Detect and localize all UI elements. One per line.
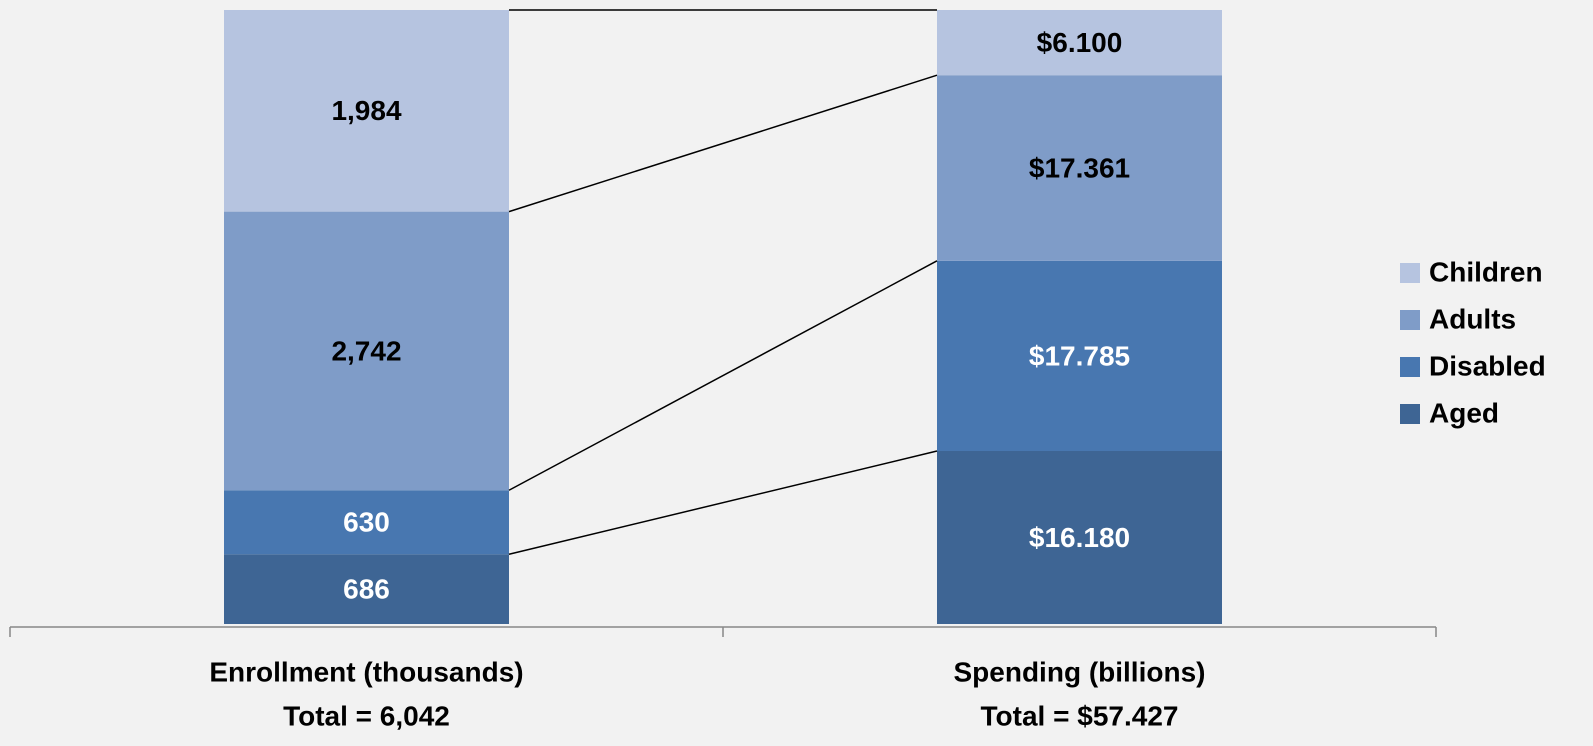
legend-label: Adults: [1429, 303, 1516, 334]
connector: [508, 74, 938, 213]
bar-segment: [937, 451, 1222, 624]
bar-segment: [224, 10, 509, 212]
bar-segment: [937, 10, 1222, 76]
data-label: $6.100: [1037, 27, 1123, 58]
connector: [508, 450, 938, 556]
x-tick-label: Enrollment (thousands): [209, 656, 523, 687]
bar-segment: [224, 490, 509, 555]
connector: [508, 260, 938, 491]
data-label: 1,984: [331, 95, 401, 126]
bar-segment: [224, 211, 509, 491]
bar-segment: [224, 554, 509, 624]
category-total: Total = 6,042: [283, 700, 450, 731]
data-label: $17.361: [1029, 152, 1130, 183]
data-label: $16.180: [1029, 522, 1130, 553]
data-label: 2,742: [331, 335, 401, 366]
data-label: $17.785: [1029, 340, 1130, 371]
data-label: 686: [343, 574, 390, 605]
legend-swatch: [1400, 310, 1420, 330]
legend-label: Aged: [1429, 397, 1499, 428]
bar-segment: [937, 260, 1222, 452]
legend-label: Children: [1429, 256, 1543, 287]
legend-label: Disabled: [1429, 350, 1546, 381]
legend-swatch: [1400, 404, 1420, 424]
category-total: Total = $57.427: [981, 700, 1179, 731]
data-label: 630: [343, 507, 390, 538]
bar-segment: [937, 75, 1222, 261]
x-tick-label: Spending (billions): [954, 656, 1206, 687]
legend-swatch: [1400, 357, 1420, 377]
legend-swatch: [1400, 263, 1420, 283]
